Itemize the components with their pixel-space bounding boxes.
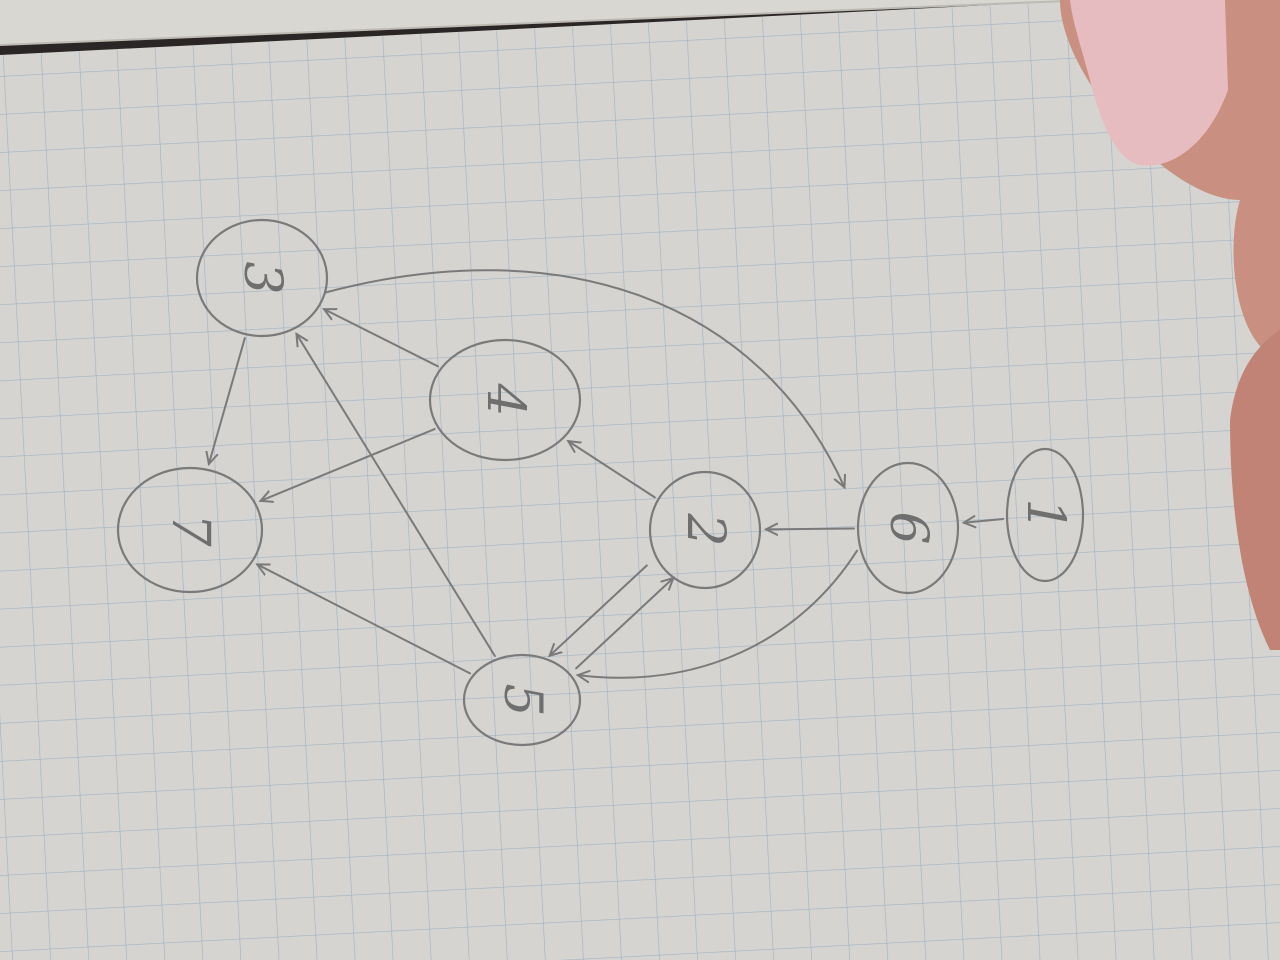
node-1: 1 <box>1005 447 1085 583</box>
edge-5-to-3 <box>296 334 496 657</box>
edge-2-to-5 <box>550 564 648 655</box>
node-5: 5 <box>462 653 582 747</box>
node-5-label: 5 <box>492 683 552 716</box>
node-7: 7 <box>116 466 264 594</box>
node-6-circle <box>856 461 960 595</box>
finger-decoration <box>1060 0 1280 650</box>
edge-5-to-7 <box>257 564 472 675</box>
node-4: 4 <box>428 338 582 462</box>
node-7-label: 7 <box>160 513 220 547</box>
node-1-label: 1 <box>1015 498 1075 531</box>
node-5-circle <box>462 653 582 747</box>
edge-5-to-2 <box>575 578 673 670</box>
node-7-circle <box>116 466 264 594</box>
node-3-label: 3 <box>232 261 292 294</box>
node-6-label: 6 <box>878 511 938 544</box>
nodes-layer: 1 2 3 4 5 6 7 <box>116 218 1085 747</box>
node-2-circle <box>648 470 762 590</box>
edge-4-to-3 <box>324 309 439 368</box>
node-1-circle <box>1005 447 1085 583</box>
edge-1-to-6 <box>964 519 1005 523</box>
node-6: 6 <box>856 461 960 595</box>
node-2: 2 <box>648 470 762 590</box>
node-2-label: 2 <box>675 512 735 546</box>
edge-6-to-2 <box>766 529 856 530</box>
edges-layer <box>209 269 1005 678</box>
edge-3-to-7 <box>209 337 246 464</box>
edge-6-to-5 <box>578 549 859 678</box>
node-4-label: 4 <box>475 382 535 416</box>
edge-3-to-6 <box>324 269 844 487</box>
edge-4-to-7 <box>260 428 436 501</box>
node-4-circle <box>428 338 582 462</box>
node-3-circle <box>195 218 329 338</box>
edge-2-to-4 <box>568 441 656 499</box>
node-3: 3 <box>195 218 329 338</box>
